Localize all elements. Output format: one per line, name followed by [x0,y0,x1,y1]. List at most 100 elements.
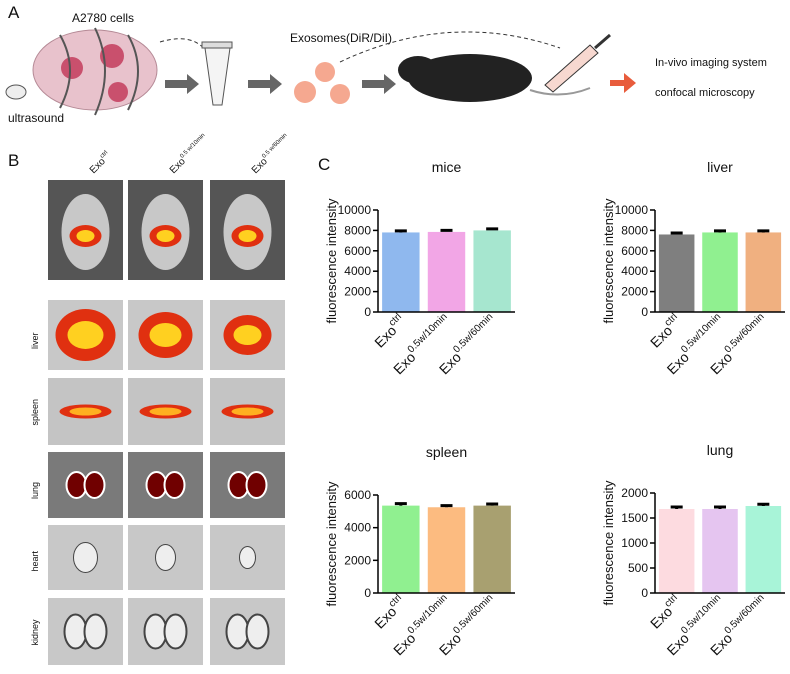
dashed-arrow [339,31,561,63]
exosome [294,81,316,103]
organ [239,546,256,569]
row-label: heart [30,550,40,571]
x-tick-label-sup: 0.5w/10min [406,592,450,636]
error-bar [394,229,407,233]
error-bar [486,502,499,506]
error-bar [714,229,726,233]
exosomes-label: Exosomes(DiR/DiI) [290,31,392,45]
signal-core [76,230,95,242]
y-tick-label: 2000 [621,486,648,500]
charts: mice fluorescence intensity 0 2000 4000 6000 8… [324,159,785,658]
column-header: Exo0.5 w/10min [167,133,211,177]
y-tick-label: 0 [364,586,371,600]
y-tick-label: 0 [641,305,648,319]
y-tick-label: 10000 [615,203,649,217]
cells-label: A2780 cells [72,11,134,25]
y-tick-label: 8000 [344,223,371,237]
tube [204,47,231,106]
bar [427,507,466,593]
error-bar [670,505,683,509]
ultrasound-wave [59,27,139,116]
organ-core [149,323,182,347]
x-tick-label: Exoctrl [370,592,409,631]
y-tick-label: 2000 [621,285,648,299]
y-tick-label: 8000 [621,223,648,237]
panel-label: C [318,155,330,174]
y-tick-label: 1000 [621,536,648,550]
organ [245,613,270,650]
organ [143,613,168,650]
error-bar [394,502,407,506]
x-tick-label-sup: 0.5w/10min [679,592,723,636]
x-tick-label: Exoctrl [646,592,685,631]
x-tick-label-sup: 0.5w/60min [451,592,495,636]
exosome [330,84,350,104]
bar [427,231,466,312]
imaging-label: In-vivo imaging system [655,57,767,69]
column-header-main: Exo [88,156,108,176]
arrow [362,74,396,94]
column-header-main: Exo [168,156,188,176]
x-tick-label-sup: 0.5w/10min [679,311,723,355]
organ-core [67,321,104,349]
chart-title: mice [432,159,462,175]
bar [382,232,420,312]
cell-nucleus [100,44,124,68]
signal-core [156,230,175,242]
error-bar [440,504,453,508]
x-tick-label-sup: 0.5w/10min [406,311,450,355]
error-bar [670,231,683,235]
error-bar [440,228,453,232]
row-label: kidney [30,619,40,646]
tube-cap [201,41,233,49]
syringe [544,44,599,93]
organ [73,542,98,573]
y-axis-label: fluorescence intensity [324,198,339,324]
y-tick-label: 500 [628,561,648,575]
y-axis-label: fluorescence intensity [601,480,616,606]
bulb [5,84,27,100]
cell-nucleus [108,82,128,102]
row-label: spleen [30,399,40,426]
organ [163,471,186,499]
ultrasound-label: ultrasound [8,111,64,125]
y-axis-label: fluorescence intensity [324,481,339,607]
organ [225,613,250,650]
error-bar [757,502,770,506]
bar [745,506,782,593]
y-tick-label: 4000 [344,264,371,278]
mouse-tail [529,87,591,96]
y-axis-label: fluorescence intensity [601,198,616,324]
chart-title: lung [707,442,733,458]
error-bar [757,229,770,233]
organ [163,613,188,650]
exosome [315,62,335,82]
organ [83,471,106,499]
mouse [408,54,532,102]
y-tick-label: 2000 [344,285,371,299]
row-label: lung [30,482,40,499]
organ-core [231,407,264,416]
column-header: Exoctrl [87,150,113,176]
y-tick-label: 1500 [621,511,648,525]
bar [382,505,420,593]
y-tick-label: 0 [364,305,371,319]
column-header: Exo0.5 w/60min [249,133,293,177]
y-tick-label: 6000 [344,244,371,258]
column-header-sup: 0.5 w/60min [261,133,288,160]
bar [473,230,511,312]
y-tick-label: 4000 [344,521,371,535]
panel-label: B [8,151,19,170]
y-tick-label: 2000 [344,553,371,567]
organ [245,471,268,499]
y-tick-label: 0 [641,586,648,600]
chart-title: liver [707,159,733,175]
x-tick-label-sup: 0.5w/60min [451,311,495,355]
organ [155,544,176,571]
y-tick-label: 6000 [344,488,371,502]
y-tick-label: 4000 [621,264,648,278]
error-bar [486,227,499,231]
mouse-head [398,56,438,84]
bar [658,234,695,312]
